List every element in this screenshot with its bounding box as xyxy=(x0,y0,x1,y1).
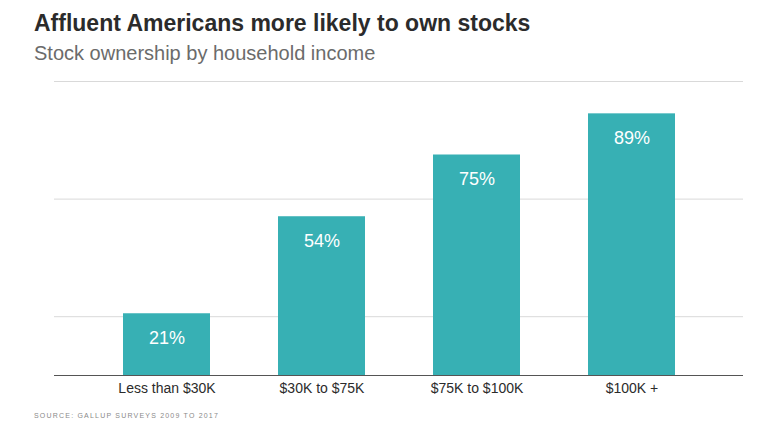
svg-text:$100K +: $100K + xyxy=(606,380,659,396)
svg-text:89%: 89% xyxy=(614,128,650,148)
svg-text:$75K to $100K: $75K to $100K xyxy=(431,380,524,396)
svg-text:$30K to $75K: $30K to $75K xyxy=(280,380,366,396)
html-text:SOURCE: GALLUP SURVEYS 2009 TO: SOURCE: GALLUP SURVEYS 2009 TO 2017 xyxy=(34,412,220,419)
svg-text:Less than $30K: Less than $30K xyxy=(118,380,216,396)
svg-text:75%: 75% xyxy=(459,169,495,189)
html-text:Affluent Americans more likely: Affluent Americans more likely to own st… xyxy=(34,10,531,36)
html-text:Stock ownership by household i: Stock ownership by household income xyxy=(34,42,376,64)
svg-text:21%: 21% xyxy=(149,328,185,348)
svg-text:54%: 54% xyxy=(304,231,340,251)
